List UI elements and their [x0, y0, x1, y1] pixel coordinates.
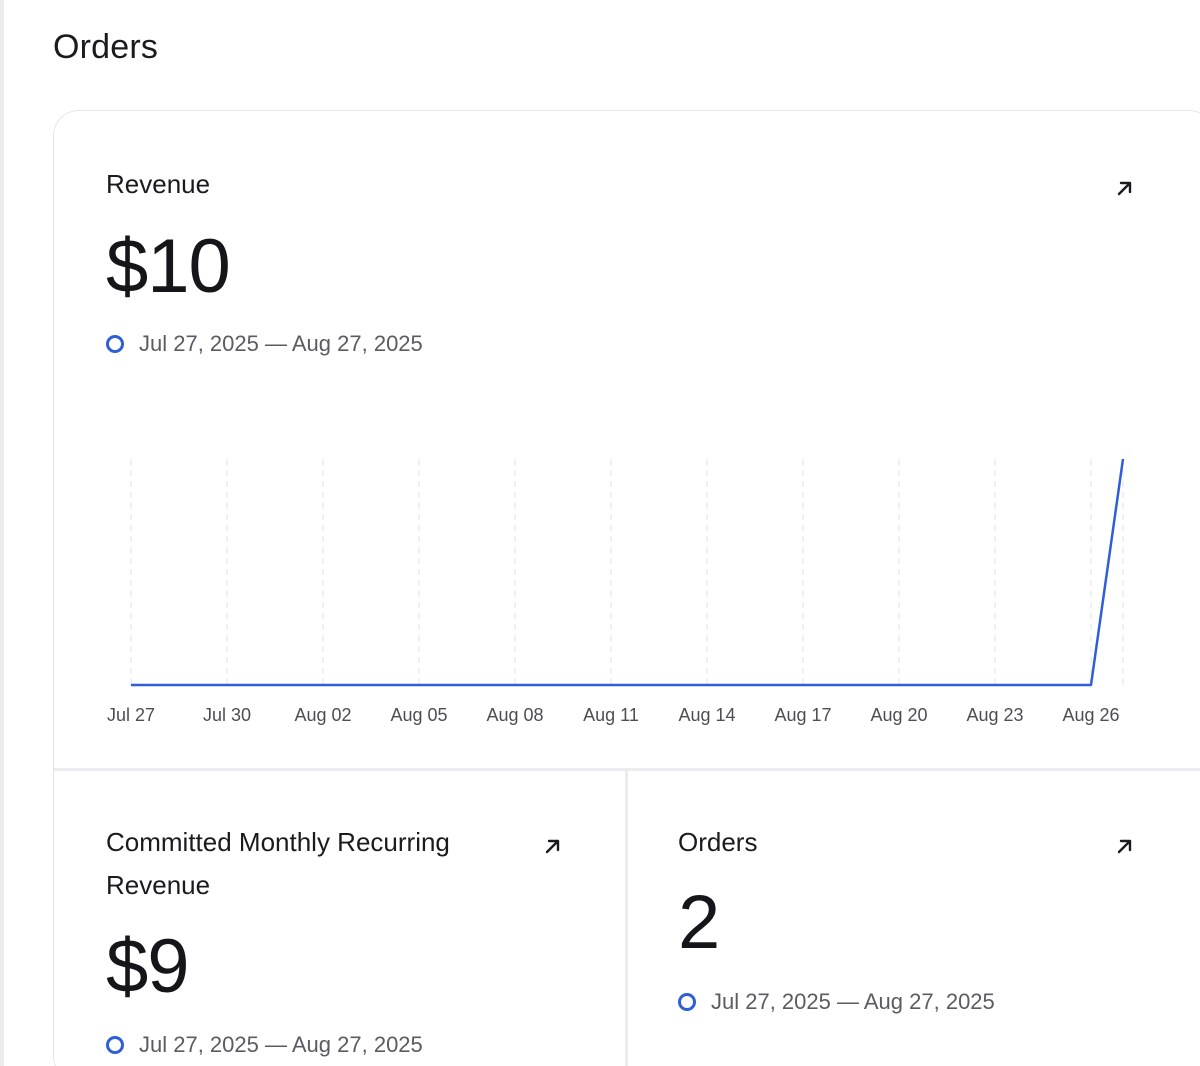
cmrr-date-range: Jul 27, 2025 — Aug 27, 2025 [106, 1032, 423, 1058]
metrics-card-group: Revenue $10 Jul 27, 2025 — Aug 27, 2025 … [53, 110, 1200, 1066]
orders-range-text: Jul 27, 2025 — Aug 27, 2025 [711, 989, 995, 1014]
revenue-series-line [131, 458, 1125, 687]
cmrr-card-title: Committed Monthly Recurring Revenue [106, 821, 526, 907]
revenue-value: $10 [106, 224, 231, 309]
revenue-range-text: Jul 27, 2025 — Aug 27, 2025 [139, 331, 423, 356]
x-tick-label: Aug 20 [870, 705, 927, 725]
series-dot-icon [678, 993, 696, 1011]
orders-value: 2 [678, 880, 720, 965]
card-divider [625, 771, 628, 1066]
orders-card-title: Orders [678, 827, 758, 857]
arrow-up-right-icon[interactable] [542, 835, 564, 857]
x-tick-label: Aug 17 [774, 705, 831, 725]
orders-date-range: Jul 27, 2025 — Aug 27, 2025 [678, 989, 995, 1015]
chart-grid [130, 459, 1124, 685]
x-tick-label: Aug 02 [294, 705, 351, 725]
cmrr-value: $9 [106, 924, 190, 1009]
revenue-card-title: Revenue [106, 169, 211, 199]
chart-x-axis: Jul 27 Jul 30 Aug 02 Aug 05 Aug 08 Aug 11 Aug … [107, 705, 1120, 725]
arrow-up-right-icon[interactable] [1114, 835, 1136, 857]
series-dot-icon [106, 1036, 124, 1054]
x-tick-label: Aug 05 [390, 705, 447, 725]
revenue-date-range: Jul 27, 2025 — Aug 27, 2025 [106, 331, 423, 357]
cmrr-title-line: Revenue [106, 870, 211, 900]
series-dot-icon [106, 335, 124, 353]
revenue-chart: Jul 27 Jul 30 Aug 02 Aug 05 Aug 08 Aug 11 Aug … [107, 458, 1125, 725]
cmrr-title-line: Committed Monthly Recurring [106, 827, 450, 857]
x-tick-label: Aug 26 [1062, 705, 1119, 725]
x-tick-label: Jul 30 [203, 705, 251, 725]
x-tick-label: Aug 11 [583, 705, 639, 725]
cmrr-range-text: Jul 27, 2025 — Aug 27, 2025 [139, 1032, 423, 1057]
x-tick-label: Aug 14 [678, 705, 735, 725]
arrow-up-right-icon[interactable] [1114, 177, 1136, 199]
x-tick-label: Aug 08 [486, 705, 543, 725]
x-tick-label: Aug 23 [966, 705, 1023, 725]
card-divider [54, 768, 1200, 771]
chart-series [131, 458, 1125, 687]
x-tick-label: Jul 27 [107, 705, 155, 725]
page-title: Orders [53, 28, 159, 66]
